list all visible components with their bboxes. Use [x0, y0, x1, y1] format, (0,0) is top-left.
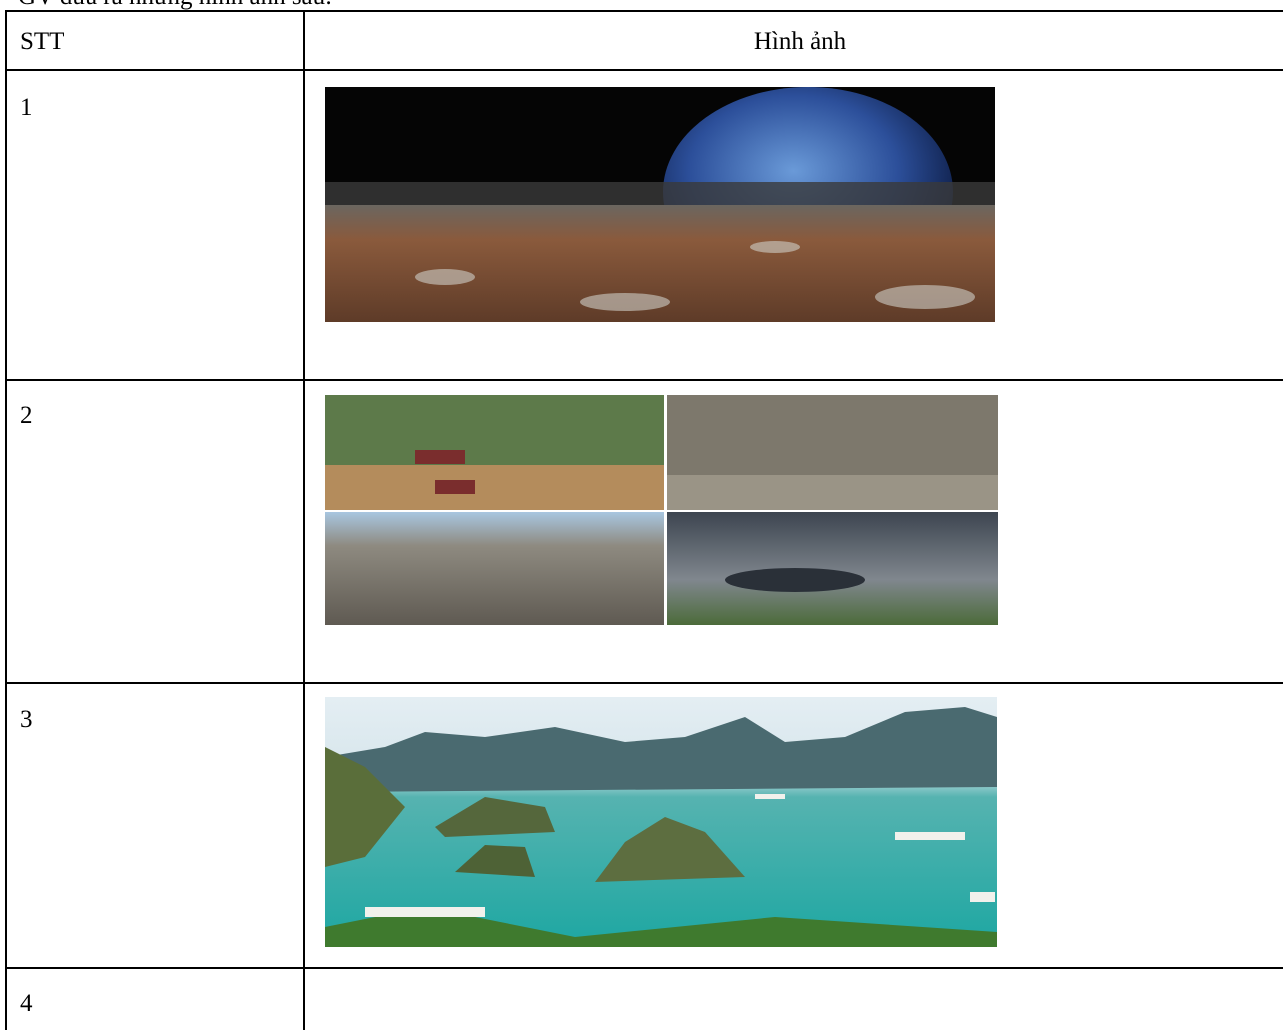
row-number: 3	[20, 705, 33, 735]
header-cell: Hình ảnh	[700, 27, 900, 57]
header-cell: STT	[20, 27, 64, 57]
page: GV đưa ra những hình ảnh sau: STT Hình ả…	[0, 0, 1283, 1019]
table-border	[5, 10, 1283, 12]
image-earth-garbage	[325, 87, 995, 322]
image-disasters	[325, 395, 998, 625]
table-border	[303, 10, 305, 1030]
row-number: 1	[20, 93, 33, 123]
table-border	[5, 967, 1283, 969]
image-ha-long-bay	[325, 697, 997, 947]
table-border	[5, 682, 1283, 684]
table-border	[5, 69, 1283, 71]
row-number: 4	[20, 989, 33, 1019]
table-border	[5, 10, 7, 1030]
row-number: 2	[20, 401, 33, 431]
table-border	[5, 379, 1283, 381]
